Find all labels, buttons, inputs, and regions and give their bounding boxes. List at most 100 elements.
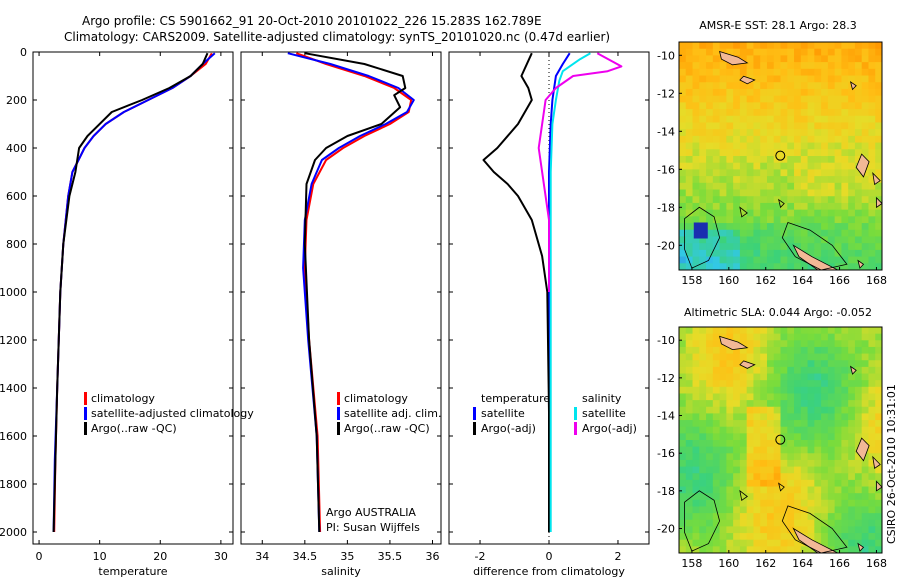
map-cell (814, 353, 822, 361)
map-cell (726, 156, 734, 164)
y-tick-label: -18 (657, 201, 675, 214)
map-cell (699, 62, 707, 70)
map-cell (766, 426, 775, 434)
map-cell (726, 539, 734, 547)
map-cell (726, 263, 734, 270)
map-cell (794, 526, 802, 534)
map-cell (854, 413, 863, 421)
map-cell (712, 162, 721, 171)
map-cell (746, 223, 755, 231)
map-cell (868, 169, 876, 177)
map-cell (841, 400, 849, 408)
map-cell (794, 466, 802, 474)
map-cell (699, 216, 707, 224)
map-cell (780, 223, 788, 231)
map-cell (692, 149, 700, 157)
map-cell (868, 406, 876, 415)
map-cell (854, 546, 863, 553)
map-cell (814, 243, 822, 251)
map-cell (814, 202, 822, 211)
map-cell (787, 380, 795, 388)
map-cell (706, 236, 714, 244)
map-cell (794, 340, 802, 348)
map-cell (780, 196, 788, 204)
map-cell (760, 459, 768, 468)
map-cell (760, 42, 768, 50)
map-cell (712, 519, 721, 528)
map-cell (780, 493, 788, 501)
map-cell (854, 533, 863, 541)
map-cell (841, 486, 849, 494)
map-cell (679, 209, 687, 217)
map-cell (861, 202, 870, 211)
map-cell (800, 196, 809, 204)
map-cell (807, 420, 815, 428)
map-cell (719, 366, 727, 375)
map-cell (679, 526, 687, 534)
map-cell (712, 479, 721, 488)
map-cell (854, 236, 863, 244)
map-cell (821, 88, 829, 97)
map-cell (794, 426, 802, 434)
map-cell (848, 526, 856, 534)
map-cell (868, 426, 876, 434)
map-cell (726, 327, 734, 335)
map-cell (821, 75, 829, 83)
map-cell (739, 413, 748, 421)
map-cell (692, 433, 700, 441)
map-cell (719, 373, 727, 381)
island (719, 50, 749, 66)
legend-swatch-temp-satellite (473, 407, 476, 420)
x-axis-label: difference from climatology (473, 565, 625, 578)
map-cell (875, 88, 882, 97)
map-cell (739, 209, 748, 217)
map-cell (814, 182, 822, 191)
map-cell (753, 229, 761, 238)
map-cell (746, 62, 755, 70)
map-cell (834, 82, 842, 90)
map-cell (787, 513, 795, 521)
map-cell (739, 109, 748, 117)
legend-swatch-satellite (84, 407, 87, 420)
map-cell (787, 479, 795, 488)
map-cell (712, 440, 721, 448)
map-cell (834, 156, 842, 164)
map-cell (848, 129, 856, 137)
map-cell (854, 386, 863, 395)
map-cell (679, 256, 687, 264)
map-cell (760, 209, 768, 217)
legend-label: satellite (582, 407, 626, 420)
map-cell (834, 182, 842, 191)
map-cell (834, 346, 842, 355)
map-cell (861, 526, 870, 534)
map-cell (739, 473, 748, 481)
map-cell (726, 413, 734, 421)
map-cell (733, 202, 741, 211)
map-cell (854, 223, 863, 231)
map-cell (760, 102, 768, 110)
map-cell (719, 346, 727, 355)
map-cell (753, 243, 761, 251)
map-cell (794, 353, 802, 361)
map-cell (733, 156, 741, 164)
map-cell (787, 333, 795, 341)
map-cell (699, 176, 707, 184)
map-cell (726, 459, 734, 468)
map-cell (780, 440, 788, 448)
map-cell (861, 82, 870, 90)
map-cell (875, 340, 882, 348)
map-cell (753, 182, 761, 191)
map-cell (753, 236, 761, 244)
map-cell (848, 426, 856, 434)
map-cell (733, 263, 741, 270)
map-cell (699, 135, 707, 144)
map-cell (773, 229, 782, 238)
map-cell (753, 88, 761, 97)
map-cell (841, 236, 849, 244)
map-cell (807, 486, 815, 494)
y-tick-label: -12 (657, 372, 675, 385)
map-cell (875, 169, 882, 177)
map-cell (760, 189, 768, 197)
map-cell (848, 493, 856, 501)
map-cell (692, 182, 700, 191)
